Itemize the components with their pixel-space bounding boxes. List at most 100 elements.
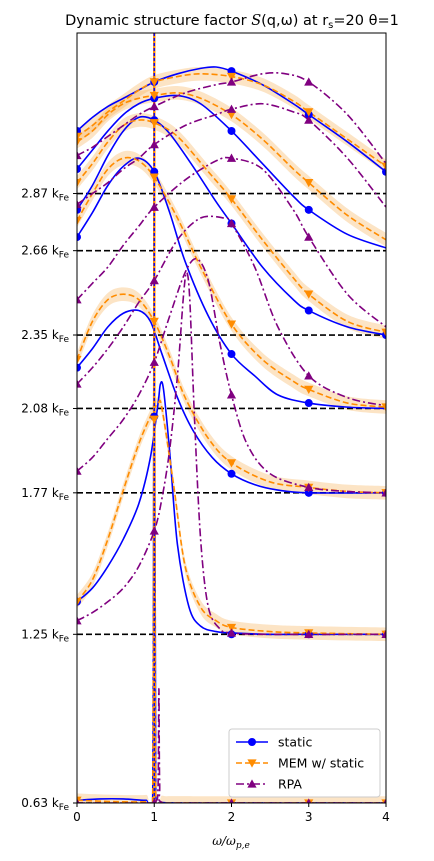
static-curve-1 — [77, 381, 386, 636]
legend-label-0: static — [278, 735, 312, 750]
x-tick-label-2: 2 — [228, 810, 236, 824]
static-marker-16 — [304, 306, 313, 315]
mem-marker-6 — [226, 623, 237, 633]
mem-marker-4 — [77, 597, 82, 607]
x-tick-label-0: 0 — [73, 810, 81, 824]
mem-curve-1 — [77, 399, 386, 636]
legend-label-2: RPA — [278, 777, 302, 792]
rpa-marker-0 — [77, 798, 80, 803]
static-marker-9 — [77, 233, 81, 242]
rpa-marker-21 — [226, 153, 237, 162]
rpa-marker-10 — [77, 466, 82, 475]
rpa-marker-25 — [226, 104, 237, 113]
static-marker-18 — [77, 165, 81, 174]
x-tick-label-4: 4 — [382, 810, 390, 824]
y-tick-label-2: 1.77 kFe — [21, 486, 69, 503]
rpa-marker-18 — [304, 371, 314, 380]
mem-marker-21 — [226, 195, 237, 204]
chart-title: Dynamic structure factor S(q,ω) at rs=20… — [65, 13, 399, 31]
rpa-marker-2 — [228, 798, 235, 803]
mem-band-6 — [77, 67, 386, 174]
rpa-marker-19 — [77, 295, 82, 304]
static-marker-26 — [382, 167, 386, 176]
mem-marker-19 — [77, 178, 82, 188]
rpa-marker-6 — [149, 526, 159, 535]
rpa-marker-5 — [77, 616, 82, 625]
rpa-marker-8 — [304, 629, 314, 638]
rpa-marker-3 — [306, 798, 312, 803]
rpa-marker-28 — [149, 101, 159, 111]
mem-marker-15 — [149, 173, 159, 182]
rpa-marker-29 — [226, 77, 237, 86]
plot-area — [77, 33, 386, 803]
rpa-marker-14 — [381, 488, 386, 497]
y-tick-label-5: 2.66 kFe — [21, 244, 69, 261]
rpa-marker-11 — [149, 357, 159, 366]
static-marker-12 — [304, 399, 313, 408]
legend: static MEM w/ static RPA — [228, 728, 381, 798]
y-tick-label-6: 2.87 kFe — [21, 187, 69, 204]
rpa-curve-3 — [77, 215, 386, 407]
rpa-marker-22 — [304, 232, 314, 241]
rpa-curve-0 — [77, 687, 386, 803]
legend-box — [228, 728, 381, 798]
y-tick-label-1: 1.25 kFe — [21, 627, 69, 644]
x-tick-label-1: 1 — [150, 810, 158, 824]
rpa-marker-15 — [77, 379, 82, 388]
static-marker-5 — [77, 363, 81, 372]
y-tick-label-4: 2.35 kFe — [21, 328, 69, 345]
rpa-marker-23 — [77, 199, 82, 209]
static-marker-21 — [304, 205, 313, 214]
x-axis: 0 1 2 3 4 — [73, 803, 390, 824]
rpa-marker-13 — [304, 482, 314, 492]
rpa-marker-30 — [304, 77, 314, 86]
rpa-marker-4 — [383, 798, 386, 803]
mem-marker-31 — [304, 108, 314, 117]
mem-band-2 — [77, 287, 386, 500]
mem-marker-22 — [304, 290, 314, 299]
mem-band-3 — [77, 150, 386, 414]
mem-marker-23 — [381, 328, 386, 337]
rpa-marker-17 — [226, 218, 237, 228]
legend-label-1: MEM w/ static — [278, 756, 364, 771]
mem-marker-32 — [381, 162, 386, 171]
y-tick-label-0: 0.63 kFe — [21, 796, 69, 813]
mem-marker-11 — [226, 459, 237, 468]
rpa-marker-1 — [151, 798, 157, 803]
mem-marker-25 — [149, 91, 159, 101]
rpa-marker-24 — [149, 139, 159, 149]
mem-curve-3 — [77, 156, 386, 408]
mem-marker-24 — [77, 138, 82, 147]
rpa-marker-20 — [149, 202, 159, 211]
rpa-curve-5 — [77, 102, 386, 208]
mem-marker-29 — [149, 78, 159, 87]
static-curve-2 — [77, 309, 386, 494]
y-tick-label-3: 2.08 kFe — [21, 401, 69, 418]
rpa-marker-26 — [304, 115, 314, 124]
rpa-marker-9 — [381, 629, 386, 638]
mem-marker-17 — [304, 385, 314, 395]
rpa-curve-4 — [77, 156, 386, 328]
mem-marker-16 — [226, 320, 237, 329]
mem-marker-28 — [77, 132, 82, 141]
x-axis-label: ω/ωp,e — [212, 834, 250, 851]
legend-marker-0 — [248, 738, 256, 746]
static-curve-4 — [77, 115, 386, 336]
legend-marker-1 — [247, 759, 257, 768]
mem-marker-9 — [77, 355, 82, 365]
mem-marker-10 — [149, 317, 159, 327]
static-marker-6 — [227, 469, 236, 478]
mem-marker-27 — [304, 178, 314, 188]
legend-marker-2 — [247, 779, 257, 788]
mem-band-1 — [77, 393, 386, 642]
static-marker-11 — [227, 350, 236, 359]
rpa-marker-7 — [226, 628, 237, 637]
mem-marker-20 — [149, 119, 159, 128]
rpa-curve-2 — [77, 257, 386, 494]
rpa-marker-16 — [149, 275, 159, 285]
mem-marker-26 — [226, 110, 237, 120]
static-marker-20 — [227, 126, 236, 135]
mem-marker-14 — [77, 217, 82, 226]
rpa-curve-1 — [77, 271, 386, 636]
